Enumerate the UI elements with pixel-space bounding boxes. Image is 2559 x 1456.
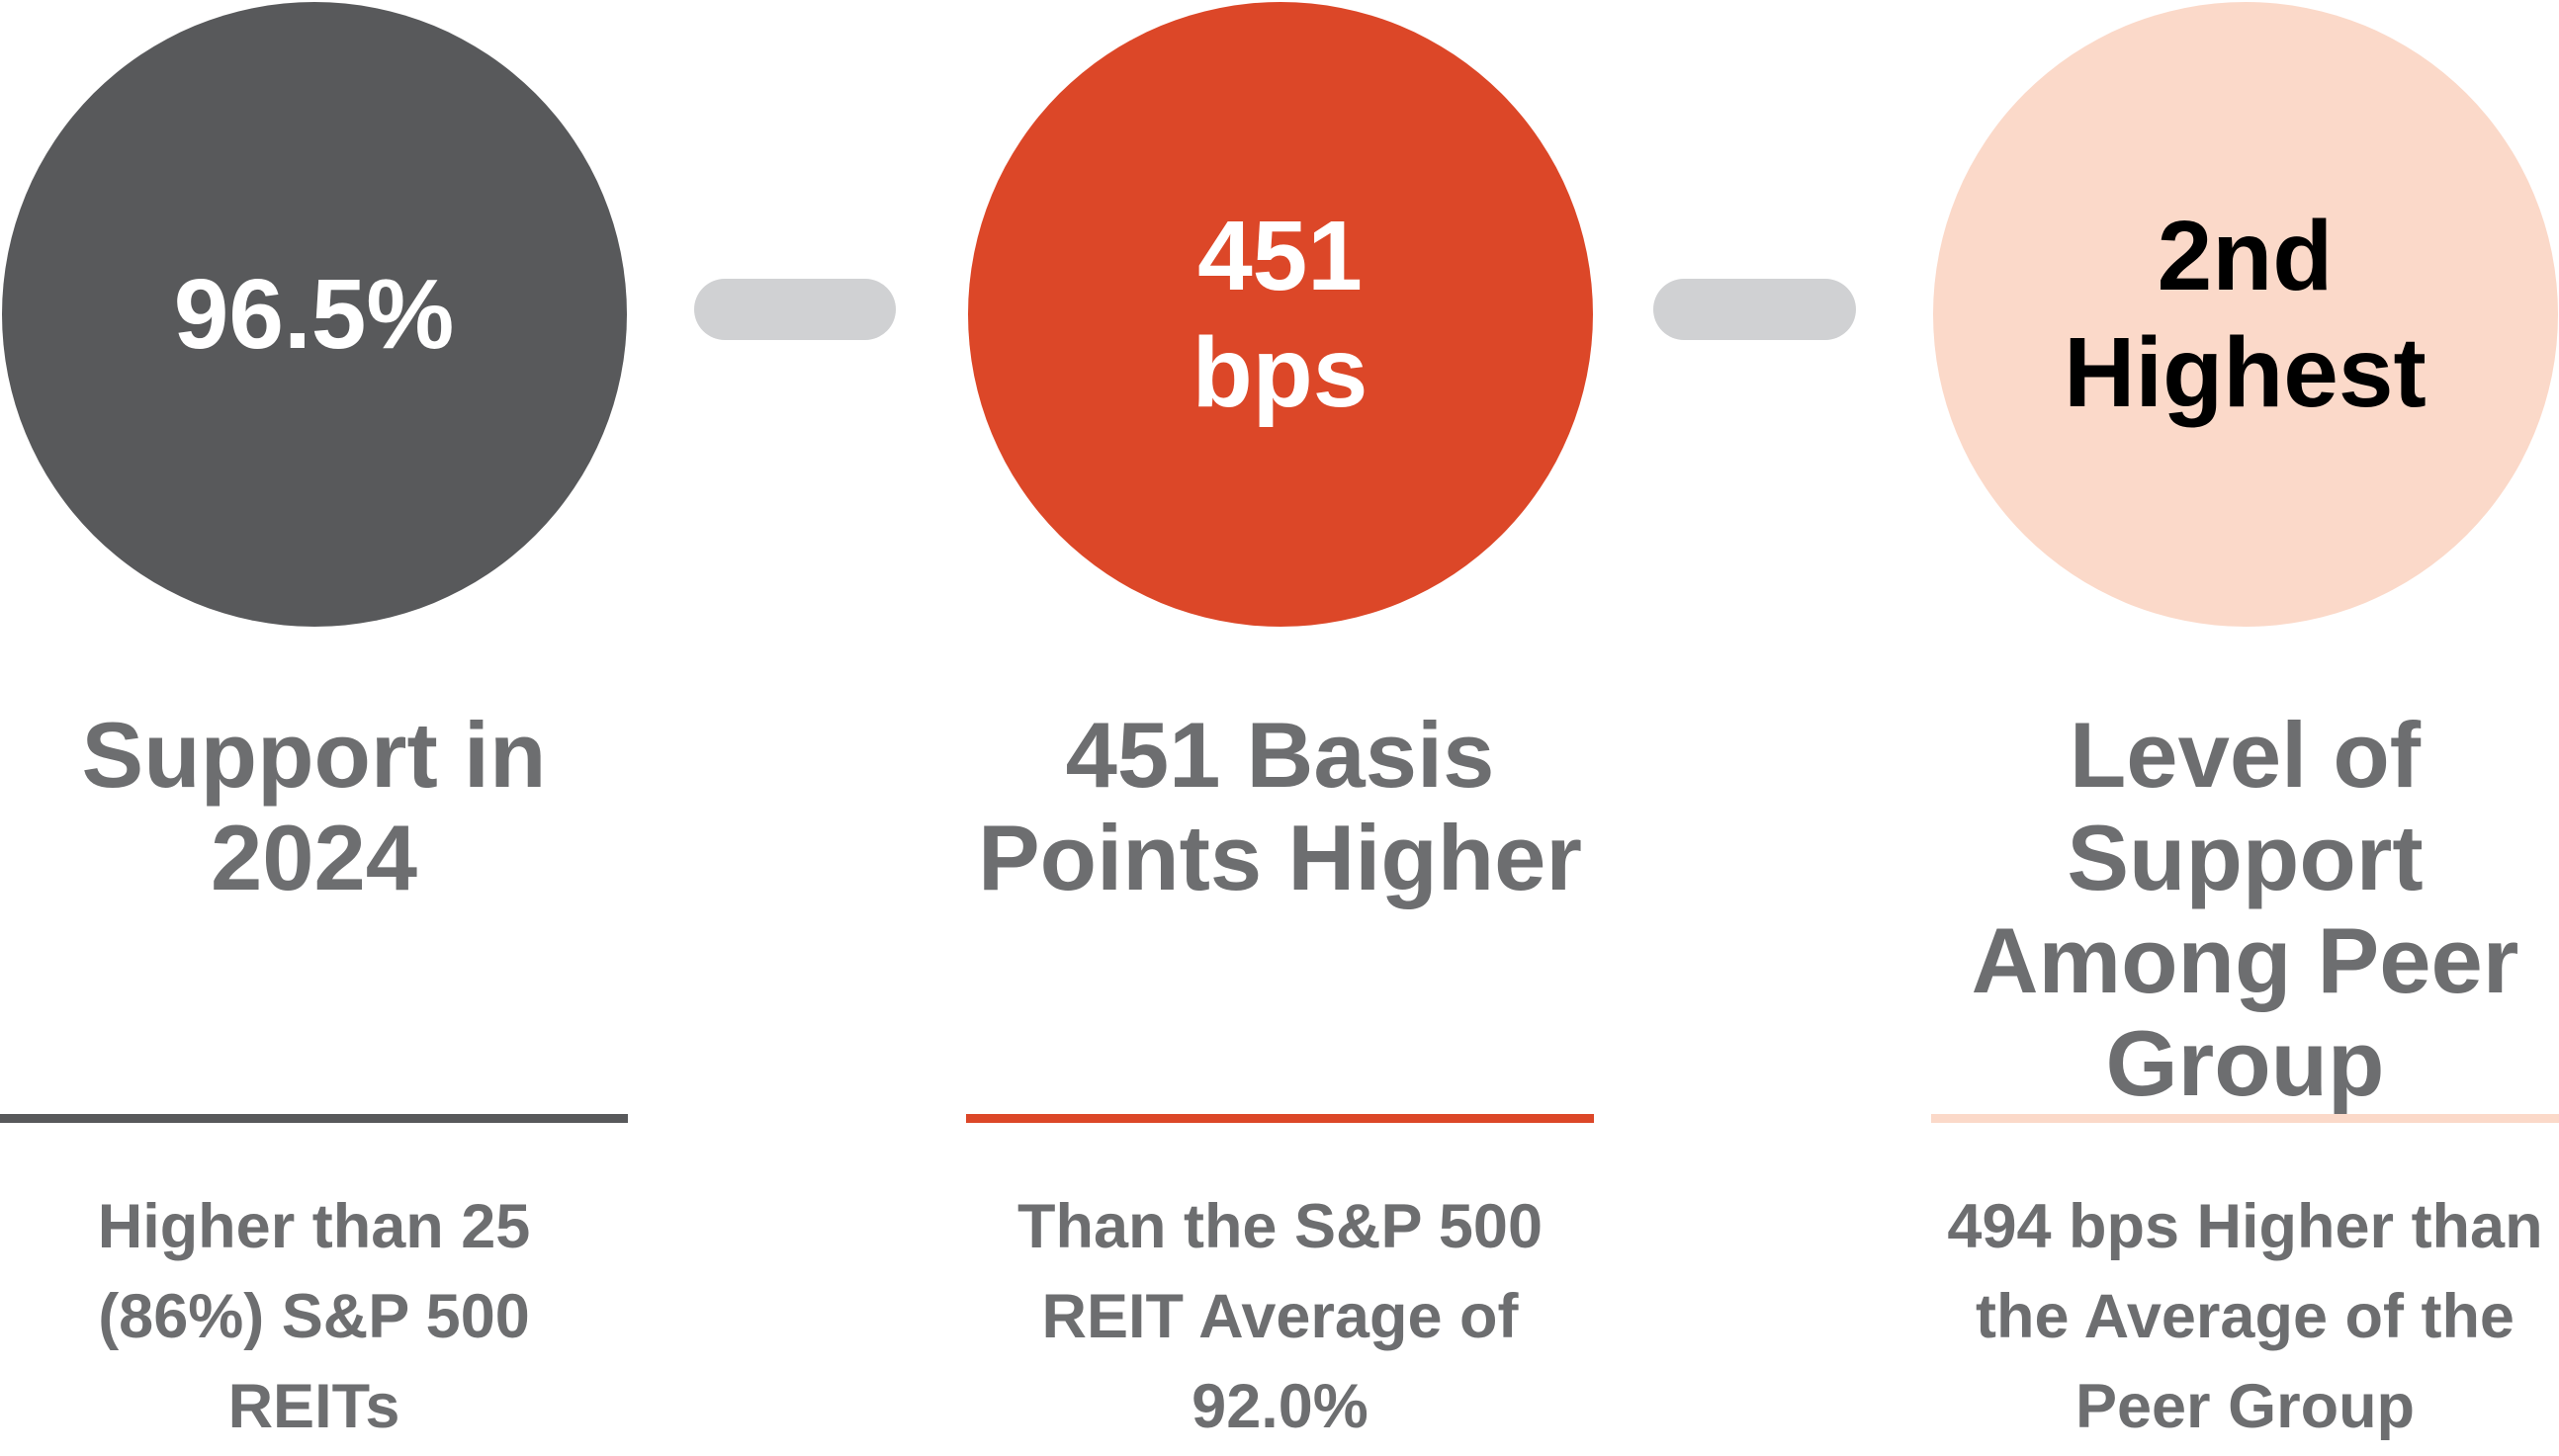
divider-rule — [966, 1114, 1594, 1123]
connector-dash-1 — [694, 279, 896, 340]
column-heading: Support in 2024 — [81, 703, 547, 909]
column-heading: Level of Support Among Peer Group — [1971, 703, 2519, 1115]
stat-circle-value: 451 bps — [1191, 201, 1368, 428]
stat-column-peer-group: 2nd Highest Level of Support Among Peer … — [1931, 0, 2559, 1456]
stat-column-support-2024: 96.5% Support in 2024 Higher than 25 (86… — [0, 0, 628, 1456]
stat-circle-value: 96.5% — [173, 259, 455, 370]
stat-circle-bps: 451 bps — [967, 2, 1593, 627]
column-description: Higher than 25 (86%) S&P 500 REITs — [97, 1192, 531, 1441]
stat-circle-support: 96.5% — [1, 2, 627, 627]
stat-circle-value: 2nd Highest — [2064, 201, 2427, 428]
connector-dash-2 — [1653, 279, 1856, 340]
divider-rule — [0, 1114, 628, 1123]
column-heading: 451 Basis Points Higher — [977, 703, 1583, 909]
divider-rule — [1931, 1114, 2559, 1123]
stat-column-basis-points: 451 bps 451 Basis Points Higher Than the… — [966, 0, 1594, 1456]
column-description: Than the S&P 500 REIT Average of 92.0% — [1016, 1192, 1543, 1441]
column-description: 494 bps Higher than the Average of the P… — [1947, 1192, 2543, 1441]
stat-circle-peer-rank: 2nd Highest — [1932, 2, 2558, 627]
